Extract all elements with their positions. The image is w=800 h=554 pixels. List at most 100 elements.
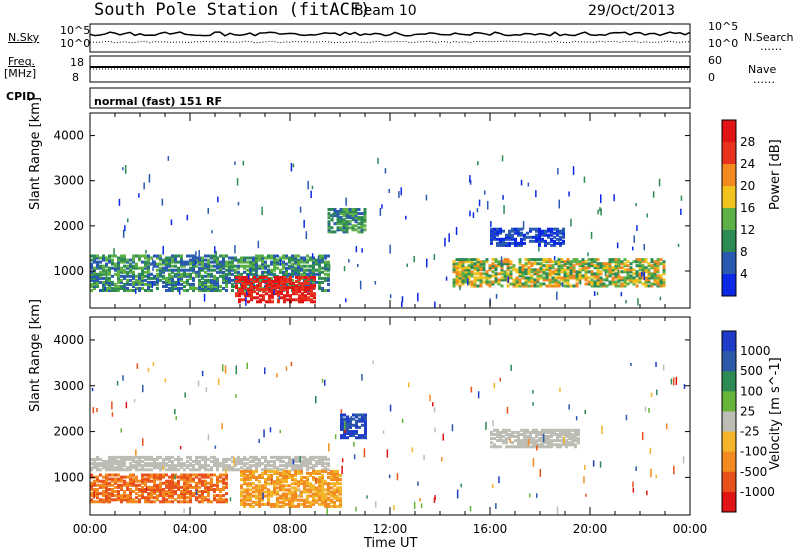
noise-cell <box>164 378 167 383</box>
range-cell <box>171 256 174 260</box>
range-cell <box>255 478 258 482</box>
range-cell <box>129 477 132 481</box>
noise-cell <box>145 250 147 254</box>
range-cell <box>240 478 243 482</box>
range-cell <box>198 473 201 477</box>
range-cell <box>330 476 333 479</box>
range-cell <box>183 483 186 487</box>
range-cell <box>258 266 261 270</box>
range-cell <box>207 254 210 258</box>
range-cell <box>249 262 252 266</box>
noise-cell <box>105 270 108 277</box>
range-cell <box>153 274 156 278</box>
range-cell <box>171 270 174 274</box>
range-cell <box>156 264 159 268</box>
noise-cell <box>235 365 237 375</box>
range-cell <box>556 237 559 241</box>
range-cell <box>189 282 192 286</box>
range-cell <box>162 457 165 461</box>
range-cell <box>222 500 225 504</box>
range-cell <box>535 237 538 241</box>
range-cell <box>210 278 213 282</box>
range-cell <box>249 482 252 486</box>
range-cell <box>304 282 307 285</box>
range-cell <box>563 276 567 280</box>
range-cell <box>298 276 301 279</box>
range-cell <box>300 460 303 463</box>
range-cell <box>120 488 123 491</box>
range-cell <box>111 464 114 468</box>
range-cell <box>177 274 180 278</box>
range-cell <box>207 285 210 288</box>
range-cell <box>273 462 276 466</box>
range-cell <box>168 468 171 472</box>
range-cell <box>629 280 633 284</box>
range-cell <box>207 490 210 493</box>
nave-legend: …… <box>753 73 775 86</box>
range-cell <box>496 233 499 237</box>
range-cell <box>300 498 303 502</box>
range-cell <box>656 270 660 274</box>
range-cell <box>544 435 547 438</box>
range-cell <box>508 243 511 247</box>
range-cell <box>270 490 273 494</box>
range-cell <box>523 437 526 441</box>
range-cell <box>222 494 225 498</box>
range-cell <box>90 289 93 292</box>
range-cell <box>556 439 559 443</box>
range-cell <box>515 268 519 272</box>
range-cell <box>243 260 246 264</box>
range-cell <box>310 286 313 290</box>
range-cell <box>574 439 577 443</box>
range-cell <box>345 220 349 224</box>
range-cell <box>291 258 294 262</box>
range-cell <box>246 469 249 473</box>
range-cell <box>165 260 168 264</box>
range-cell <box>159 475 162 479</box>
range-cell <box>96 466 99 470</box>
range-cell <box>283 286 286 290</box>
range-cell <box>123 498 126 502</box>
range-cell <box>174 268 177 272</box>
range-cell <box>324 494 327 498</box>
range-cell <box>249 484 252 488</box>
range-cell <box>111 468 114 472</box>
range-cell <box>479 278 483 282</box>
range-cell <box>327 214 331 218</box>
range-cell <box>207 464 210 468</box>
range-cell <box>174 490 177 493</box>
range-cell <box>132 460 135 463</box>
range-cell <box>280 276 283 279</box>
range-cell <box>360 218 364 222</box>
range-cell <box>138 479 141 483</box>
range-cell <box>90 274 93 278</box>
range-cell <box>93 460 96 463</box>
range-cell <box>111 289 114 292</box>
range-cell <box>358 425 361 429</box>
range-cell <box>282 496 285 500</box>
range-cell <box>216 500 219 504</box>
range-cell <box>277 300 280 304</box>
range-cell <box>542 260 546 264</box>
range-cell <box>114 262 117 266</box>
range-cell <box>562 235 565 239</box>
range-cell <box>219 266 222 270</box>
range-cell <box>590 274 594 278</box>
range-cell <box>364 413 367 417</box>
range-cell <box>201 496 204 500</box>
range-cell <box>467 260 471 264</box>
range-cell <box>336 504 339 508</box>
range-cell <box>231 268 234 272</box>
range-cell <box>298 290 301 294</box>
range-cell <box>129 488 132 491</box>
range-cell <box>330 214 334 218</box>
range-cell <box>138 254 141 258</box>
range-cell <box>461 276 465 280</box>
range-cell <box>318 496 321 500</box>
range-cell <box>294 457 297 461</box>
range-cell <box>650 274 654 278</box>
range-cell <box>93 260 96 264</box>
range-cell <box>455 280 459 284</box>
range-cell <box>490 235 493 239</box>
noise-cell <box>477 391 480 399</box>
